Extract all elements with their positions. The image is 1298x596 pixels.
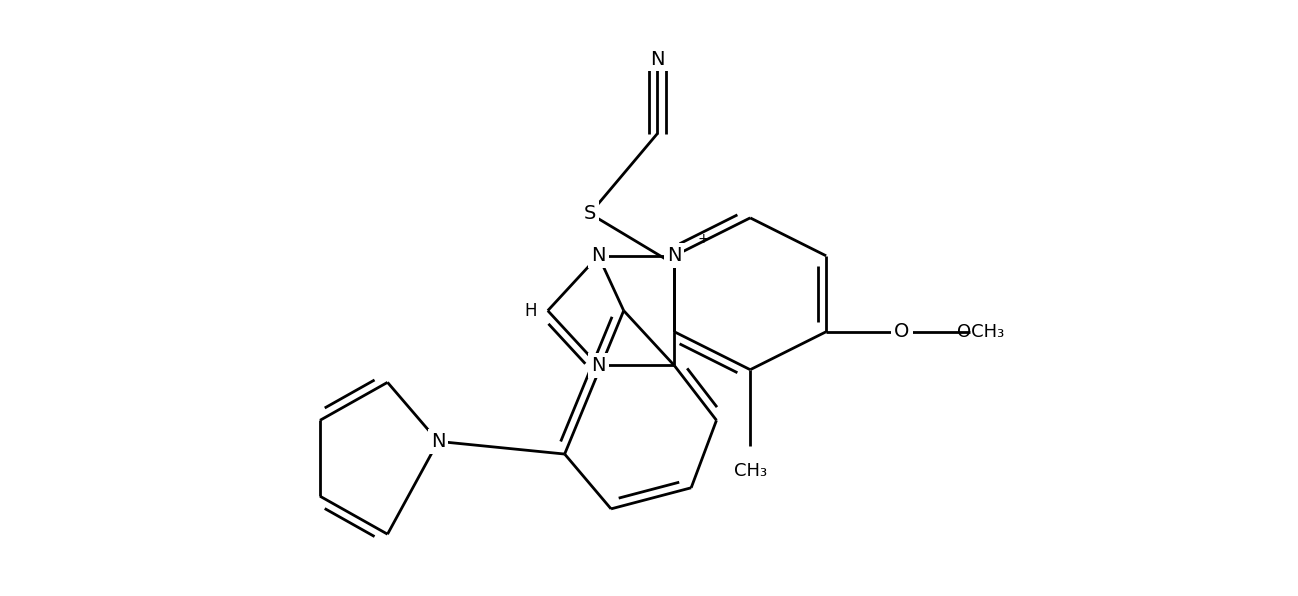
Text: N: N [591, 356, 606, 375]
Text: OCH₃: OCH₃ [957, 323, 1005, 341]
Text: N: N [650, 49, 665, 69]
Text: H: H [524, 302, 537, 319]
Text: N: N [591, 246, 606, 265]
Text: N: N [667, 246, 681, 265]
Text: N: N [431, 432, 445, 451]
Text: S: S [584, 204, 596, 223]
Text: O: O [894, 322, 910, 342]
Text: +: + [698, 232, 710, 246]
Text: CH₃: CH₃ [733, 462, 767, 480]
Text: H: H [524, 302, 537, 319]
